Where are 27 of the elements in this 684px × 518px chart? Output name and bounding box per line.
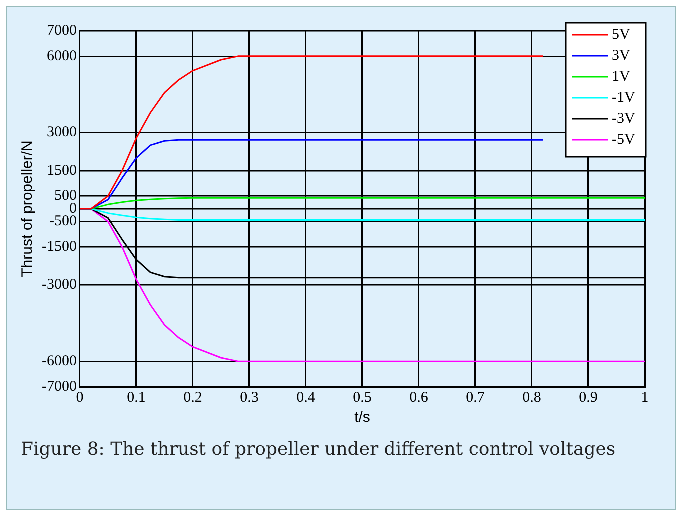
legend-label: -5V [612,132,636,148]
y-tick-label: 3000 [46,124,77,141]
x-tick-label: 1 [641,390,649,406]
caption: Figure 8: The thrust of propeller under different control voltages [21,438,617,462]
y-tick-label: -7000 [42,378,77,395]
x-tick-label: 0.9 [579,390,598,406]
x-tick-label: 0.5 [353,390,372,406]
y-tick-label: -3000 [42,277,77,294]
y-tick-label: 6000 [46,48,77,64]
y-axis-title: Thrust of propeller/N [19,140,36,278]
x-tick-label: 0.8 [522,390,542,406]
y-tick-label: -6000 [42,354,77,370]
x-axis-title: t/s [354,409,370,426]
x-tick-label: 0.4 [296,390,316,406]
y-tick-label: 1500 [46,162,77,179]
y-tick-label: 7000 [46,22,77,39]
legend-label: -3V [612,110,636,127]
x-tick-label: 0.6 [410,390,429,406]
legend-label: 3V [612,48,630,64]
legend-label: -1V [612,90,636,106]
x-tick-label: 0.3 [240,390,259,406]
legend-label: 5V [612,26,630,43]
x-tick-label: 0.1 [127,390,146,406]
x-tick-label: 0.2 [184,390,202,406]
legend-label: 1V [612,68,630,85]
x-tick-label: 0.7 [466,390,486,406]
y-tick-label: -1500 [42,239,77,256]
